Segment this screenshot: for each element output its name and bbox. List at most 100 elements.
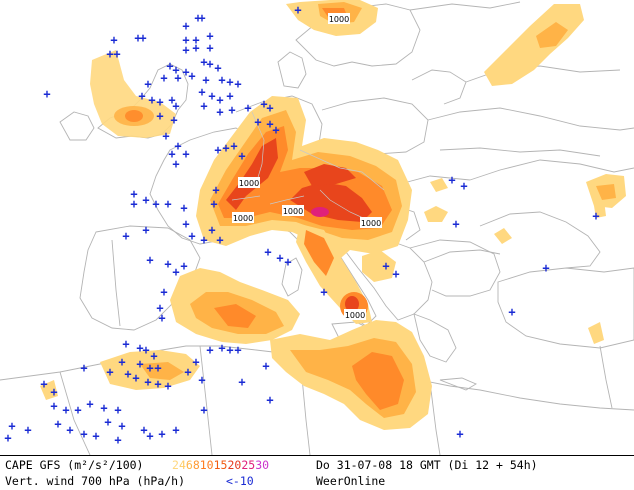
wind-marker: + [122,337,129,351]
wind-marker: + [122,229,129,243]
wind-marker: + [80,361,87,375]
contour-label: 1000 [238,177,260,188]
wind-marker: + [180,259,187,273]
wind-marker: + [118,419,125,433]
wind-marker: + [164,257,171,271]
cape-level-25: 25 [241,458,256,472]
wind-marker: + [142,343,149,357]
wind-marker: + [132,371,139,385]
vertical-wind-markers: ++ +++ +++++ + ++ + +++ +++ ++ + + + + + +++ + + +++ + + ++ +… [4,3,599,447]
wind-marker: + [54,417,61,431]
wind-marker: + [146,429,153,443]
legend-row-cape: CAPE GFS (m²/s²/100) 24681015202530 Do 3… [0,457,634,473]
wind-marker: + [170,113,177,127]
wind-marker: + [182,65,189,79]
contour-label: 1000 [282,205,304,216]
wind-marker: + [206,57,213,71]
wind-marker: + [200,403,207,417]
wind-marker: + [234,343,241,357]
wind-marker: + [104,415,111,429]
wind-marker: + [124,367,131,381]
wind-marker: + [182,43,189,57]
contour-label: 1000 [344,309,366,320]
contour-label: 1000 [360,217,382,228]
forecast-time: Do 31-07-08 18 GMT (Di 12 + 54h) [316,458,538,472]
wind-marker: + [172,157,179,171]
wind-marker: + [50,399,57,413]
wind-marker: + [114,433,121,447]
wind-marker: + [174,139,181,153]
wind-marker: + [508,305,515,319]
wind-marker: + [194,11,201,25]
wind-marker: + [226,89,233,103]
wind-marker: + [62,403,69,417]
wind-marker: + [144,77,151,91]
wind-marker: + [142,223,149,237]
cape-level-2: 2 [172,458,179,472]
cape-level-20: 20 [227,458,242,472]
wind-marker: + [172,423,179,437]
svg-text:1000: 1000 [345,311,365,320]
wind-marker: + [284,255,291,269]
wind-marker: + [154,377,161,391]
wind-legend-label: Vert. wind 700 hPa (hPa/h) [5,474,186,488]
weather-map: 1000 1000 1000 1000 1000 1000 1000 +++++… [0,0,634,456]
wind-marker: + [188,69,195,83]
europe-map-svg: 1000 1000 1000 1000 1000 1000 1000 +++++… [0,0,634,455]
wind-marker: + [456,427,463,441]
wind-marker: + [230,139,237,153]
wind-marker: + [106,47,113,61]
wind-marker: + [74,403,81,417]
wind-marker: + [542,261,549,275]
wind-marker: + [192,355,199,369]
wind-marker: + [254,115,261,129]
legend-row-wind: Vert. wind 700 hPa (hPa/h) <-10 WeerOnli… [0,473,634,489]
wind-marker: + [138,89,145,103]
wind-marker: + [200,99,207,113]
wind-marker: + [448,173,455,187]
wind-marker: + [154,361,161,375]
wind-marker: + [100,401,107,415]
cape-level-4: 4 [178,458,186,472]
svg-text:1000: 1000 [239,179,259,188]
wind-marker: + [182,147,189,161]
wind-marker: + [200,233,207,247]
wind-marker: + [148,93,155,107]
wind-marker: + [198,11,205,25]
svg-text:1000: 1000 [283,207,303,216]
contour-label: 1000 [328,13,350,24]
wind-marker: + [172,99,179,113]
wind-marker: + [222,141,229,155]
wind-marker: + [216,105,223,119]
cape-level-10: 10 [199,458,214,472]
contour-label: 1000 [232,212,254,223]
wind-threshold: <-10 [226,474,254,488]
wind-marker: + [140,423,147,437]
wind-marker: + [4,431,11,445]
wind-marker: + [188,229,195,243]
svg-text:1000: 1000 [329,15,349,24]
wind-marker: + [92,429,99,443]
wind-marker: + [216,93,223,107]
wind-marker: + [210,197,217,211]
wind-marker: + [174,71,181,85]
cape-level-30: 30 [255,458,270,472]
wind-marker: + [156,95,163,109]
wind-marker: + [164,197,171,211]
wind-marker: + [320,285,327,299]
wind-marker: + [266,393,273,407]
wind-marker: + [276,251,283,265]
wind-marker: + [208,89,215,103]
wind-marker: + [182,19,189,33]
wind-marker: + [110,33,117,47]
wind-marker: + [114,403,121,417]
wind-marker: + [198,373,205,387]
wind-marker: + [146,253,153,267]
wind-marker: + [294,3,301,17]
wind-marker: + [206,343,213,357]
source-credit: WeerOnline [316,474,386,488]
wind-marker: + [184,365,191,379]
wind-marker: + [130,197,137,211]
wind-marker: + [592,209,599,223]
wind-marker: + [158,427,165,441]
